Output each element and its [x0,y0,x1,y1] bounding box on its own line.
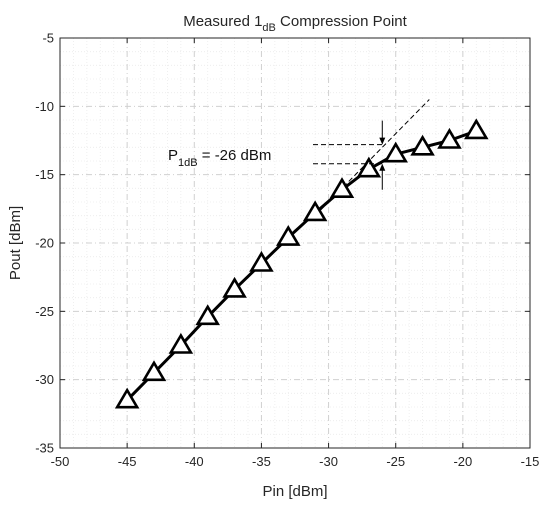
data-point-marker [114,387,140,409]
chart-title-sub: dB [262,22,275,34]
data-point-marker [276,224,301,246]
y-tick-label: -15 [35,167,54,182]
data-point-marker [356,156,382,178]
data-point-marker [249,250,274,272]
data-point-marker [383,141,408,163]
series-group [114,118,489,409]
x-axis-label: Pin [dBm] [262,483,327,500]
y-axis-label: Pout [dBm] [7,206,24,280]
data-point-marker [168,332,194,354]
y-tick-label: -30 [35,372,54,387]
y-tick-label: -5 [42,31,54,46]
x-tick-label: -15 [521,454,540,469]
chart-title-main: Measured 1 [183,13,262,30]
data-point-marker [222,276,247,298]
x-tick-label: -45 [118,454,137,469]
x-tick-label: -30 [319,454,338,469]
grid [59,37,531,449]
x-tick-label: -25 [386,454,405,469]
chart-title: Measured 1dB Compression Point [183,13,407,34]
x-tick-label: -50 [51,454,70,469]
data-point-marker [302,200,328,222]
lower-arrow-head [379,163,386,171]
p1db-sub: 1dB [178,157,198,169]
annotation-group [313,120,386,190]
y-tick-label: -25 [35,304,54,319]
data-point-marker [329,177,355,198]
chart-title-rest: Compression Point [276,13,408,30]
x-tick-label: -20 [453,454,472,469]
x-tick-label: -35 [252,454,271,469]
data-point-marker [437,127,462,149]
y-tick-label: -10 [35,99,54,114]
p1db-annotation-label: P1dB = -26 dBm [168,147,271,169]
y-tick-label: -35 [35,441,54,456]
ticks-group: -50 -45 -40 -35 -30 -25 -20 -15 -35 -30 -25 -20 -15 -… [35,31,539,470]
upper-arrow-head [379,137,386,145]
p1db-prefix: P [168,147,178,164]
data-point-marker [410,134,435,156]
data-point-marker [195,304,220,326]
x-tick-label: -40 [185,454,204,469]
p1db-value: = -26 dBm [198,147,272,164]
y-tick-label: -20 [35,236,54,251]
data-point-marker [141,360,167,382]
data-point-marker [464,118,489,140]
